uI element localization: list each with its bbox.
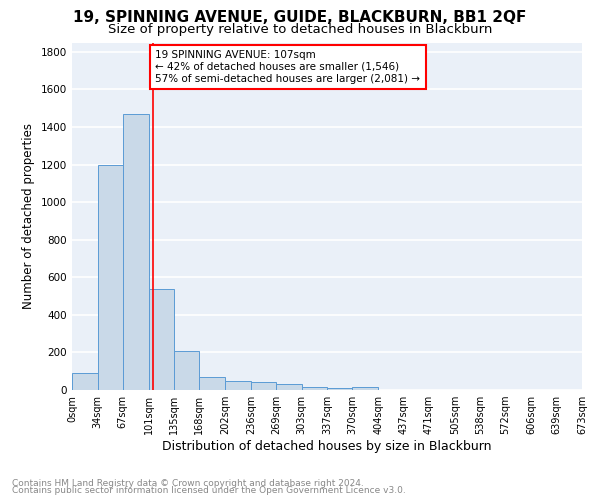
Bar [175,352,199,390]
Bar [352,387,378,390]
Bar [98,164,123,390]
Bar [225,380,251,390]
Text: 19 SPINNING AVENUE: 107sqm
← 42% of detached houses are smaller (1,546)
57% of s: 19 SPINNING AVENUE: 107sqm ← 42% of deta… [155,50,421,84]
Bar [251,382,276,390]
X-axis label: Distribution of detached houses by size in Blackburn: Distribution of detached houses by size … [162,440,492,453]
Text: Contains public sector information licensed under the Open Government Licence v3: Contains public sector information licen… [12,486,406,495]
Text: Size of property relative to detached houses in Blackburn: Size of property relative to detached ho… [108,22,492,36]
Bar [199,377,225,390]
Bar [328,388,352,390]
Text: 19, SPINNING AVENUE, GUIDE, BLACKBURN, BB1 2QF: 19, SPINNING AVENUE, GUIDE, BLACKBURN, B… [73,10,527,25]
Bar [302,387,328,390]
Y-axis label: Number of detached properties: Number of detached properties [22,123,35,309]
Bar [123,114,149,390]
Bar [72,373,98,390]
Text: Contains HM Land Registry data © Crown copyright and database right 2024.: Contains HM Land Registry data © Crown c… [12,478,364,488]
Bar [149,288,175,390]
Bar [276,384,302,390]
